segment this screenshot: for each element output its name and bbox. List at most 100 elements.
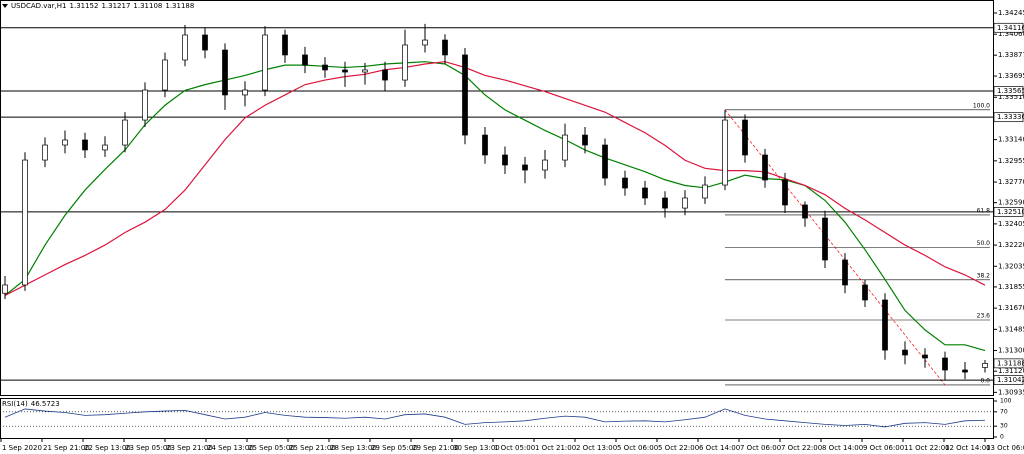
price-tag: [993, 22, 1024, 33]
candle-body: [602, 144, 608, 179]
candle-body: [782, 179, 788, 206]
y-tick-label: 1.32405: [998, 220, 1024, 228]
y-tick-label: 1.33877: [998, 51, 1024, 59]
x-tick-label: 5 Oct 22:00: [658, 444, 699, 452]
candle-body: [702, 184, 708, 199]
price-tag: [993, 86, 1024, 96]
candle-body: [142, 89, 148, 121]
candle-body: [302, 54, 308, 66]
x-tick-label: 1 Oct 21:00: [535, 444, 576, 452]
y-tick-label: 1.32590: [998, 199, 1024, 207]
candle-body: [242, 89, 248, 96]
candle-body: [982, 363, 988, 368]
candle-body: [122, 119, 128, 146]
candle-body: [842, 259, 848, 286]
moving-average: [4, 61, 986, 297]
candle-body: [882, 299, 888, 351]
x-tick-label: 8 Oct 14:00: [822, 444, 863, 452]
candle-body: [822, 217, 828, 261]
candle-body: [442, 39, 448, 56]
x-tick-label: 28 Sep 13:00: [330, 444, 377, 452]
candle-body: [322, 64, 328, 71]
price-tag: [993, 358, 1024, 369]
x-tick-label: 21 Sep 21:00: [43, 444, 90, 452]
x-tick-label: 7 Oct 22:00: [781, 444, 822, 452]
fib-label: 38.2: [977, 272, 991, 279]
candle-body: [2, 284, 8, 294]
x-tick-label: 6 Oct 14:00: [699, 444, 740, 452]
x-tick-label: 13 Oct 06:00: [986, 444, 1024, 452]
candle-body: [722, 119, 728, 186]
candle-body: [642, 187, 648, 199]
price-tag-label: 1.33565: [997, 87, 1024, 95]
fib-label: 61.8: [977, 207, 991, 214]
y-tick-label: 1.34060: [998, 30, 1024, 38]
y-tick-label: 1.32220: [998, 241, 1024, 249]
candle-body: [62, 139, 68, 146]
candle-body: [922, 354, 928, 359]
rsi-tick-label: 100: [1000, 398, 1012, 405]
x-tick-label: 9 Oct 06:00: [863, 444, 904, 452]
candle-body: [182, 34, 188, 61]
x-tick-label: 22 Sep 13:00: [84, 444, 131, 452]
price-tag-label: 1.34116: [997, 24, 1024, 32]
fib-label: 0.0: [980, 377, 990, 384]
y-tick-label: 1.32955: [998, 157, 1024, 165]
candle-body: [222, 49, 228, 96]
y-tick-label: 1.34245: [998, 9, 1024, 17]
candle-body: [502, 154, 508, 166]
rsi-tick-label: 0: [1000, 434, 1004, 441]
candle-body: [22, 159, 28, 286]
quote-high: 1.31217: [101, 2, 130, 10]
price-tag-label: 1.31042: [997, 376, 1024, 384]
y-tick-label: 1.31300: [998, 347, 1024, 355]
candle-body: [342, 69, 348, 73]
candle-body: [162, 59, 168, 91]
price-tag: [993, 112, 1024, 123]
chart-header: USDCAD.var,H1 1.31152 1.31217 1.31108 1.3118…: [11, 2, 194, 10]
x-tick-label: 1 Sep 2020: [2, 444, 42, 452]
x-tick-label: 2 Oct 13:00: [576, 444, 617, 452]
main-pane: [0, 0, 994, 396]
fib-label: 50.0: [977, 240, 991, 247]
x-tick-label: 5 Oct 06:00: [617, 444, 658, 452]
candle-body: [42, 144, 48, 161]
quote-low: 1.31108: [133, 2, 162, 10]
quote-close: 1.31188: [165, 2, 194, 10]
candle-body: [202, 34, 208, 51]
candle-body: [362, 69, 368, 73]
price-tag-label: 1.33336: [997, 113, 1024, 121]
candle-body: [662, 197, 668, 209]
rsi-header: RSI(14) 46.5723: [2, 400, 60, 408]
candle-body: [102, 144, 108, 151]
price-tag-label: 1.31188: [997, 359, 1024, 367]
quote-open: 1.31152: [70, 2, 99, 10]
price-tag-label: 1.32510: [997, 208, 1024, 216]
y-tick-label: 1.31485: [998, 325, 1024, 333]
fib-label: 100.0: [973, 102, 990, 109]
candle-body: [462, 54, 468, 136]
x-tick-label: 11 Oct 22:00: [904, 444, 950, 452]
x-tick-label: 23 Sep 21:00: [166, 444, 213, 452]
y-tick-label: 1.30935: [998, 388, 1024, 396]
fib-trendline: [724, 109, 946, 386]
candle-body: [942, 357, 948, 371]
y-tick-label: 1.31855: [998, 283, 1024, 291]
candle-body: [422, 39, 428, 46]
moving-average: [4, 61, 986, 352]
candle-body: [802, 204, 808, 219]
x-tick-label: 23 Sep 05:00: [125, 444, 172, 452]
y-tick-label: 1.33695: [998, 72, 1024, 80]
x-tick-label: 30 Sep 13:00: [453, 444, 500, 452]
rsi-tick-label: 30: [1000, 423, 1008, 430]
x-tick-label: 29 Sep 05:00: [371, 444, 418, 452]
price-tag: [993, 375, 1024, 385]
candle-body: [82, 139, 88, 151]
candle-body: [682, 197, 688, 209]
candle-body: [522, 164, 528, 171]
candle-body: [282, 34, 288, 56]
candle-body: [582, 134, 588, 146]
y-tick-label: 1.33140: [998, 136, 1024, 144]
y-tick-label: 1.31120: [998, 367, 1024, 375]
